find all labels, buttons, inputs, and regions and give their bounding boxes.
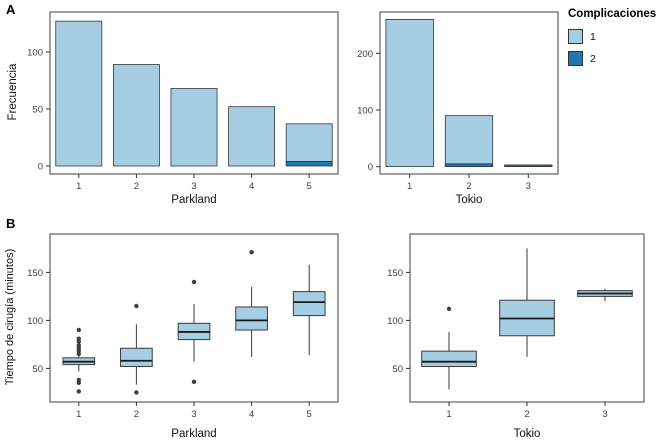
- boxplot-chart-tokio: 50 100 150 1 2 3: [387, 233, 645, 420]
- x-tick-label: 3: [602, 409, 607, 420]
- x-tick-label: 1: [76, 181, 81, 192]
- outlier-point: [76, 327, 81, 333]
- bar-segment: [112, 64, 160, 167]
- x-tick-label: 5: [307, 409, 312, 420]
- y-tick-label: 100: [27, 47, 43, 58]
- box: [292, 291, 326, 317]
- bar-segment: [228, 106, 276, 167]
- legend-item-label: 1: [590, 30, 596, 43]
- outlier-point: [76, 389, 81, 394]
- box: [120, 347, 153, 367]
- bar-segment: [444, 163, 494, 168]
- y-tick-label: 50: [392, 364, 403, 375]
- x-tick-label: 2: [134, 181, 139, 192]
- y-tick-label: 50: [32, 104, 43, 115]
- box: [235, 306, 268, 331]
- outlier-point: [134, 390, 139, 395]
- x-axis-title-parkland-b: Parkland: [171, 428, 217, 440]
- outlier-point: [76, 343, 81, 348]
- outlier-point: [191, 379, 197, 385]
- outlier-point: [446, 306, 452, 312]
- bar-segment: [285, 161, 333, 167]
- x-tick-label: 5: [307, 181, 312, 192]
- legend-complicaciones: Complicaciones 1 2: [568, 8, 656, 73]
- x-tick-label: 4: [249, 409, 254, 420]
- y-tick-label: 100: [357, 105, 373, 116]
- bar-segment: [385, 18, 434, 168]
- y-tick-label: 100: [387, 316, 403, 327]
- bar-segment: [444, 115, 494, 165]
- x-tick-label: 3: [191, 409, 196, 420]
- outlier-point: [134, 303, 139, 309]
- box: [421, 350, 477, 367]
- y-tick-label: 0: [38, 162, 43, 173]
- panel-a-label: A: [6, 2, 16, 17]
- legend-title: Complicaciones: [568, 8, 657, 20]
- x-tick-label: 4: [249, 181, 254, 192]
- x-tick-label: 1: [76, 409, 81, 420]
- bar-chart-tokio: 0 100 200 1 2 3: [357, 11, 559, 192]
- x-tick-label: 2: [134, 409, 139, 420]
- outlier-point: [76, 336, 81, 341]
- y-tick-label: 50: [32, 364, 43, 375]
- x-tick-label: 3: [191, 181, 196, 192]
- x-tick-label: 3: [526, 181, 531, 192]
- y-axis-title-tiempo-cirugia: Tiempo de cirugía (minutos): [4, 248, 16, 386]
- legend-item-label: 2: [590, 52, 596, 65]
- legend-key-swatch-2-icon: [568, 51, 583, 66]
- y-tick-label: 150: [387, 268, 403, 279]
- bar-segment: [285, 123, 333, 162]
- bar-chart-parkland: 0 50 100 1 2 3 4 5: [27, 11, 339, 192]
- y-axis-title-frecuencia: Frecuencia: [7, 63, 19, 121]
- x-tick-label: 2: [524, 409, 529, 420]
- outlier-point: [249, 250, 254, 255]
- outlier-point: [76, 377, 81, 383]
- panel-b-label: B: [6, 216, 16, 231]
- x-axis-title-tokio-b: Tokio: [513, 428, 541, 440]
- x-tick-label: 1: [446, 409, 451, 420]
- outlier-point: [191, 279, 197, 285]
- y-tick-label: 150: [27, 268, 43, 279]
- y-tick-label: 0: [368, 162, 373, 173]
- legend-item-2: 2: [568, 51, 656, 66]
- bar-segment: [170, 88, 218, 167]
- bar-segment: [504, 164, 553, 168]
- x-tick-label: 2: [466, 181, 471, 192]
- x-axis-title-parkland-a: Parkland: [171, 194, 217, 206]
- bar-segment: [55, 20, 103, 167]
- y-tick-label: 100: [27, 316, 43, 327]
- x-tick-label: 1: [407, 181, 412, 192]
- legend-key-swatch-1-icon: [568, 29, 583, 44]
- boxplot-chart-parkland: 50 100 150 1 2 3 4 5: [27, 233, 339, 420]
- y-tick-label: 200: [357, 49, 373, 60]
- x-axis-title-tokio-a: Tokio: [455, 194, 483, 206]
- legend-item-1: 1: [568, 29, 656, 44]
